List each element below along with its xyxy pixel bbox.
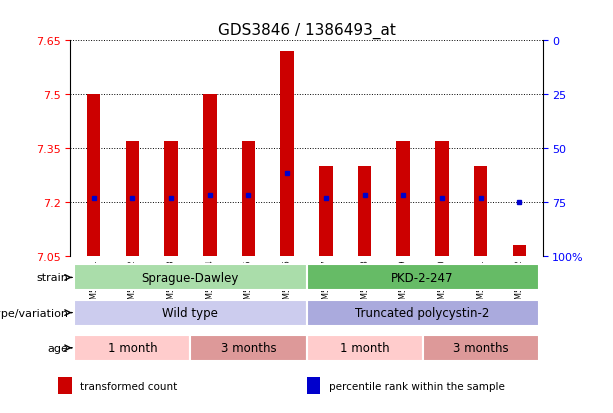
Bar <box>242 142 255 256</box>
Bar <box>87 95 101 256</box>
Bar <box>74 300 306 326</box>
Bar <box>126 142 139 256</box>
Text: age: age <box>47 343 68 353</box>
Text: Sprague-Dawley: Sprague-Dawley <box>142 271 239 284</box>
Bar <box>191 335 306 361</box>
Bar <box>164 142 178 256</box>
Bar <box>358 166 371 256</box>
Text: 3 months: 3 months <box>221 342 276 354</box>
Text: PKD-2-247: PKD-2-247 <box>391 271 454 284</box>
Text: 1 month: 1 month <box>340 342 389 354</box>
Bar <box>58 377 72 394</box>
Text: percentile rank within the sample: percentile rank within the sample <box>329 381 504 391</box>
Bar <box>435 142 449 256</box>
Bar <box>280 52 294 256</box>
Text: transformed count: transformed count <box>80 381 178 391</box>
Title: GDS3846 / 1386493_at: GDS3846 / 1386493_at <box>218 22 395 38</box>
Text: Truncated polycystin-2: Truncated polycystin-2 <box>356 306 490 319</box>
Bar <box>512 245 526 256</box>
Bar <box>306 265 539 291</box>
Text: 3 months: 3 months <box>453 342 508 354</box>
Bar <box>203 95 216 256</box>
Bar <box>319 166 333 256</box>
Bar <box>306 335 422 361</box>
Bar <box>397 142 410 256</box>
Bar <box>474 166 487 256</box>
Text: 1 month: 1 month <box>108 342 157 354</box>
Bar <box>74 265 306 291</box>
Text: genotype/variation: genotype/variation <box>0 308 68 318</box>
Text: strain: strain <box>36 273 68 283</box>
Bar <box>422 335 539 361</box>
Bar <box>306 300 539 326</box>
Text: Wild type: Wild type <box>162 306 218 319</box>
Bar <box>306 377 321 394</box>
Bar <box>74 335 191 361</box>
